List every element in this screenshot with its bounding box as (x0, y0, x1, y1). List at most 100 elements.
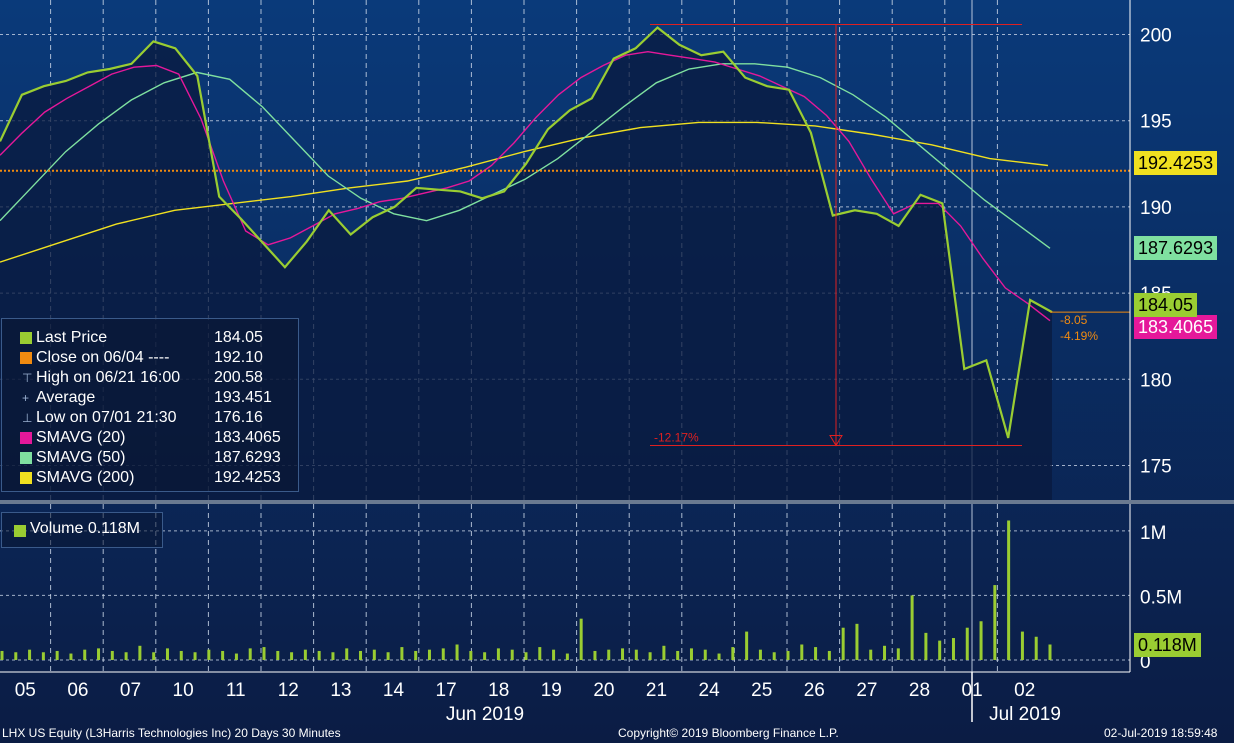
volume-bar (400, 647, 404, 660)
volume-bar (97, 648, 101, 660)
volume-bar (138, 645, 142, 660)
price-tick-label: 190 (1140, 198, 1172, 219)
volume-bar (248, 648, 252, 660)
volume-bar (469, 650, 473, 660)
volume-bar (993, 585, 997, 660)
day-tick-label: 13 (330, 680, 351, 701)
volume-bar (483, 652, 487, 660)
volume-bar (979, 621, 983, 660)
legend-row: SMAVG (50) 187.6293 (8, 448, 296, 468)
volume-bar (951, 638, 955, 660)
drawdown-label: -12.17% (654, 431, 699, 445)
volume-bar (924, 632, 928, 660)
volume-bar (124, 652, 128, 660)
day-tick-label: 21 (646, 680, 667, 701)
volume-bar (1020, 631, 1024, 660)
volume-bar (634, 649, 638, 660)
volume-bar (1034, 636, 1038, 660)
volume-bar (827, 650, 831, 660)
volume-bar (496, 648, 500, 660)
volume-bar (234, 653, 238, 660)
volume-bar (717, 653, 721, 660)
volume-bar (14, 652, 18, 660)
volume-bar (607, 649, 611, 660)
day-tick-label: 11 (226, 680, 246, 701)
footer-copyright: Copyright© 2019 Bloomberg Finance L.P. (618, 726, 839, 740)
volume-bar (814, 647, 818, 660)
series-line-smavg-200- (0, 121, 1049, 263)
volume-bar (110, 650, 114, 660)
volume-bar (427, 649, 431, 660)
volume-bar (372, 649, 376, 660)
volume-bar (193, 652, 197, 660)
day-tick-label: 05 (15, 680, 36, 701)
volume-bar (883, 645, 887, 660)
month-label-jul: Jul 2019 (989, 704, 1061, 725)
legend-swatch (20, 332, 32, 344)
series-line-last-price (0, 26, 1053, 439)
drawdown-arrowhead (829, 435, 843, 447)
volume-bar (331, 652, 335, 660)
volume-bar (758, 649, 762, 660)
volume-bar (262, 647, 266, 660)
month-label-jun: Jun 2019 (446, 704, 524, 725)
low-marker-icon: ⊥ (22, 411, 33, 425)
day-tick-label: 10 (173, 680, 194, 701)
legend-swatch (20, 472, 32, 484)
volume-bar (800, 644, 804, 660)
price-tag: 192.4253 (1134, 151, 1218, 176)
price-tag: 183.4065 (1134, 314, 1218, 339)
legend-swatch (20, 432, 32, 444)
day-tick-label: 14 (383, 680, 405, 701)
volume-bar (1007, 520, 1011, 660)
volume-bar (965, 627, 969, 660)
volume-bar (221, 650, 225, 660)
volume-bar (676, 650, 680, 660)
day-tick-label: 12 (278, 680, 299, 701)
volume-bar (524, 652, 528, 660)
volume-bar (83, 649, 87, 660)
legend-label: Average (36, 389, 96, 406)
volume-tick-label: 0 (1140, 652, 1151, 673)
legend-row: Last Price 184.05 (8, 328, 296, 348)
volume-bar (910, 595, 914, 660)
volume-bar (0, 650, 4, 660)
price-legend: Last Price 184.05 Close on 06/04 ---- 192.1… (1, 318, 299, 492)
day-tick-label: 07 (120, 680, 141, 701)
day-tick-label: 19 (541, 680, 562, 701)
volume-bar (869, 649, 873, 660)
volume-bar (41, 652, 45, 660)
legend-label: Low on 07/01 21:30 (36, 409, 177, 426)
legend-value: 193.451 (214, 389, 272, 406)
volume-bar (841, 627, 845, 660)
legend-label: SMAVG (200) (36, 469, 135, 486)
day-tick-label: 02 (1014, 680, 1035, 701)
legend-value: 187.6293 (214, 449, 281, 466)
volume-bar (441, 648, 445, 660)
volume-layer (0, 520, 1052, 660)
day-tick-label: 18 (488, 680, 509, 701)
volume-bar (538, 647, 542, 660)
volume-bar (772, 652, 776, 660)
volume-bar (276, 650, 280, 660)
legend-label: High on 06/21 16:00 (36, 369, 181, 386)
volume-bar (621, 648, 625, 660)
price-tick-label: 195 (1140, 112, 1172, 133)
volume-bar (593, 650, 597, 660)
volume-legend: Volume 0.118M (1, 512, 163, 548)
volume-tick-label: 1M (1140, 523, 1166, 544)
day-tick-label: 26 (804, 680, 825, 701)
legend-value: 192.10 (214, 349, 263, 366)
legend-label: Close on 06/04 ---- (36, 349, 170, 366)
legend-row: ⊥ Low on 07/01 21:30 176.16 (8, 408, 296, 428)
volume-bar (152, 652, 156, 660)
price-tick-label: 175 (1140, 457, 1172, 478)
volume-bar (662, 645, 666, 660)
volume-bar (290, 652, 294, 660)
legend-label: Last Price (36, 329, 108, 346)
legend-label: SMAVG (50) (36, 449, 126, 466)
volume-legend-swatch (14, 525, 26, 537)
legend-row: ⊤ High on 06/21 16:00 200.58 (8, 368, 296, 388)
legend-value: 200.58 (214, 369, 263, 386)
day-tick-label: 27 (856, 680, 877, 701)
